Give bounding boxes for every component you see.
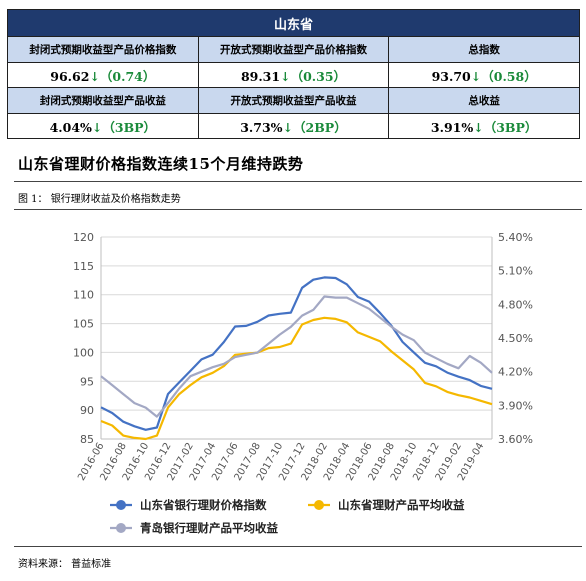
- figure-caption: 图 1： 银行理财收益及价格指数走势: [18, 194, 181, 205]
- headline: 山东省理财价格指数连续15个月维持跌势: [18, 155, 304, 173]
- y-left-tick-label: 90: [80, 404, 94, 417]
- y-right-tick-label: 5.40%: [498, 231, 533, 244]
- y-right-tick-label: 3.90%: [498, 399, 533, 412]
- y-left-tick-label: 95: [80, 375, 94, 388]
- legend-marker: [116, 523, 126, 533]
- value-open-index: 89.31↓（0.35）: [197, 62, 390, 88]
- source-note: 资料来源： 普益标准: [18, 559, 112, 570]
- divider: [14, 209, 582, 210]
- y-right-tick-label: 4.80%: [498, 298, 533, 311]
- legend-marker: [116, 500, 126, 510]
- down-arrow-icon: ↓: [473, 119, 484, 135]
- header-total-yield: 总收益: [388, 87, 580, 114]
- value-total-index: 93.70↓（0.58）: [388, 62, 580, 88]
- series-line-1: [100, 276, 493, 431]
- y-left-tick-label: 120: [73, 231, 94, 244]
- legend-marker: [314, 500, 324, 510]
- value-total-yield: 3.91%↓（3BP）: [388, 113, 580, 139]
- legend-label: 山东省银行理财价格指数: [140, 498, 267, 512]
- y-left-tick-label: 115: [73, 260, 94, 273]
- down-arrow-icon: ↓: [470, 68, 482, 84]
- y-right-tick-label: 5.10%: [498, 265, 533, 278]
- y-left-tick-label: 85: [80, 433, 94, 446]
- down-arrow-icon: ↓: [280, 68, 291, 84]
- header-closed-yield: 封闭式预期收益型产品收益: [7, 87, 199, 114]
- legend-label: 山东省理财产品平均收益: [338, 498, 465, 512]
- header-open-yield: 开放式预期收益型产品收益: [197, 87, 390, 114]
- divider: [14, 181, 582, 182]
- y-right-tick-label: 4.50%: [498, 332, 533, 345]
- table-title: 山东省: [7, 9, 580, 37]
- legend-label: 青岛银行理财产品平均收益: [140, 521, 278, 535]
- y-right-tick-label: 3.60%: [498, 433, 533, 446]
- value-closed-index: 96.62↓（0.74）: [7, 62, 199, 88]
- down-arrow-icon: ↓: [282, 119, 294, 135]
- y-left-tick-label: 100: [73, 346, 94, 359]
- series-line-3: [100, 295, 493, 418]
- value-closed-yield: 4.04%↓（3BP）: [7, 113, 199, 139]
- down-arrow-icon: ↓: [91, 119, 103, 135]
- series-line-2: [100, 316, 493, 441]
- y-left-tick-label: 110: [73, 289, 94, 302]
- value-open-yield: 3.73%↓（2BP）: [197, 113, 390, 139]
- y-left-tick-label: 105: [73, 318, 94, 331]
- divider: [14, 546, 582, 547]
- summary-table: 山东省 封闭式预期收益型产品价格指数 开放式预期收益型产品价格指数 总指数 96…: [7, 9, 580, 139]
- down-arrow-icon: ↓: [89, 68, 100, 84]
- y-right-tick-label: 4.20%: [498, 366, 533, 379]
- header-total-index: 总指数: [388, 36, 580, 63]
